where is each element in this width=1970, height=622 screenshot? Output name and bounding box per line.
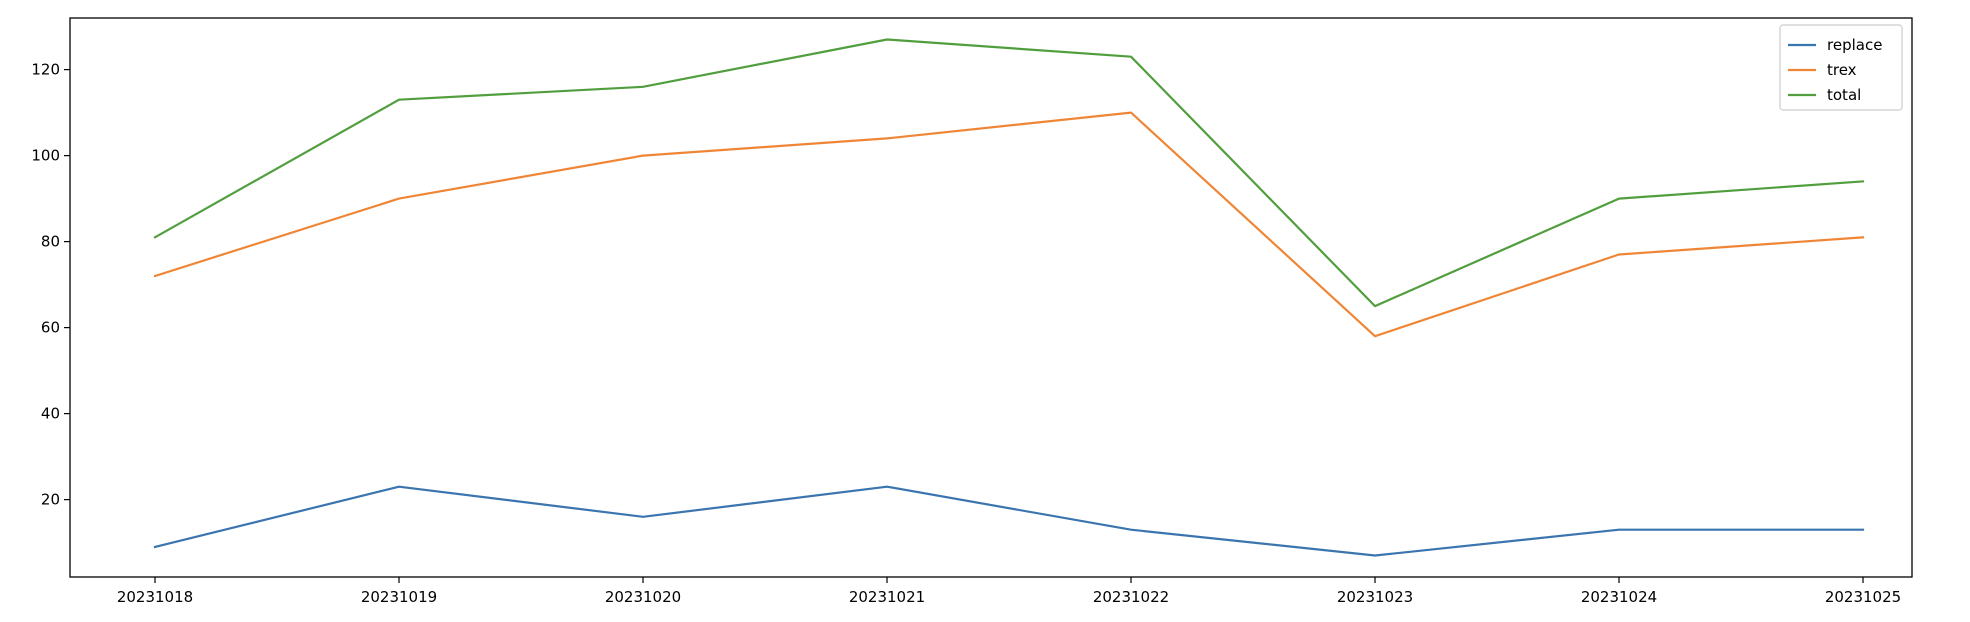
- x-tick-label: 20231019: [361, 588, 437, 606]
- series-line-total: [153, 38, 1865, 308]
- series-line-replace: [153, 485, 1865, 557]
- x-tick-label: 20231023: [1337, 588, 1413, 606]
- legend: replace trex total: [1779, 24, 1903, 111]
- y-axis: 20 40 60 80 100 120: [31, 61, 70, 509]
- series-replace: [153, 485, 1865, 557]
- y-tick-label: 60: [41, 319, 60, 337]
- series-trex: [153, 111, 1865, 338]
- x-tick-label: 20231022: [1093, 588, 1169, 606]
- legend-box: [1779, 24, 1903, 111]
- series-line-trex: [153, 111, 1865, 338]
- y-tick-label: 40: [41, 405, 60, 423]
- y-tick-label: 80: [41, 233, 60, 251]
- x-tick-label: 20231024: [1581, 588, 1657, 606]
- series-total: [153, 38, 1865, 308]
- legend-label-replace: replace: [1827, 36, 1882, 54]
- x-axis: 20231018 20231019 20231020 20231021 20231022…: [117, 577, 1901, 606]
- x-tick-label: 20231020: [605, 588, 681, 606]
- plot-frame: [69, 17, 1913, 578]
- x-tick-label: 20231021: [849, 588, 925, 606]
- y-tick-label: 20: [41, 491, 60, 509]
- series-layer: [153, 38, 1865, 557]
- y-tick-label: 100: [31, 147, 60, 165]
- legend-label-trex: trex: [1827, 61, 1857, 79]
- legend-label-total: total: [1827, 86, 1861, 104]
- y-tick-label: 120: [31, 61, 60, 79]
- x-tick-label: 20231018: [117, 588, 193, 606]
- x-tick-label: 20231025: [1825, 588, 1901, 606]
